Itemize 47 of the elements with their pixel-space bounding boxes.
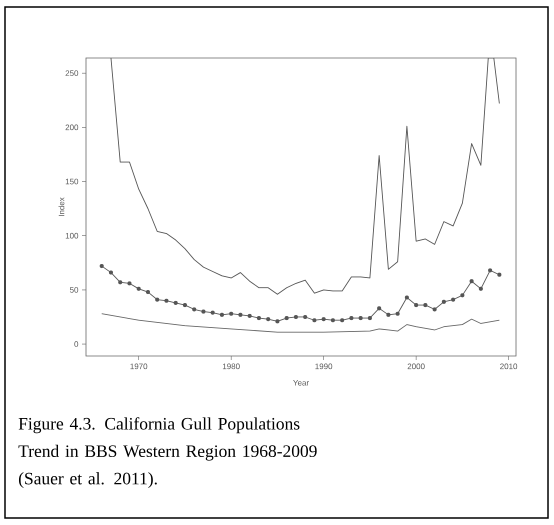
point	[442, 300, 446, 304]
point	[432, 307, 437, 312]
point	[322, 317, 326, 322]
point	[470, 279, 474, 284]
point	[358, 316, 363, 320]
point	[238, 312, 242, 317]
point	[497, 272, 502, 277]
point	[414, 303, 418, 308]
point	[312, 318, 316, 322]
point	[136, 286, 141, 291]
point	[340, 318, 344, 322]
point	[248, 314, 252, 318]
point	[146, 290, 150, 294]
point	[284, 316, 289, 320]
point	[220, 312, 224, 317]
point	[386, 312, 390, 317]
point	[488, 268, 492, 272]
point	[349, 316, 354, 320]
point	[423, 303, 428, 308]
point	[100, 264, 104, 268]
point	[330, 318, 335, 322]
point	[192, 307, 196, 312]
point	[164, 298, 168, 303]
caption: Figure 4.3. California Gull Populations Trend in BBS Western Region 1968-2009 (Sauer et al. 2011).	[18, 417, 317, 488]
point	[155, 298, 160, 302]
point	[478, 286, 483, 291]
point	[174, 300, 178, 305]
point	[460, 293, 464, 298]
point	[275, 319, 280, 324]
point	[182, 303, 187, 308]
point	[127, 281, 132, 286]
point	[368, 316, 372, 320]
point	[266, 317, 270, 322]
point	[210, 310, 215, 315]
point	[404, 295, 409, 300]
point	[201, 310, 206, 314]
point	[108, 270, 114, 275]
point	[256, 316, 261, 320]
point	[377, 306, 382, 310]
point	[118, 280, 122, 284]
point	[294, 314, 298, 320]
line-series	[110, 58, 500, 295]
line-series	[101, 313, 500, 333]
point	[303, 314, 308, 320]
point	[396, 312, 400, 316]
point	[451, 298, 456, 302]
point	[229, 312, 234, 316]
